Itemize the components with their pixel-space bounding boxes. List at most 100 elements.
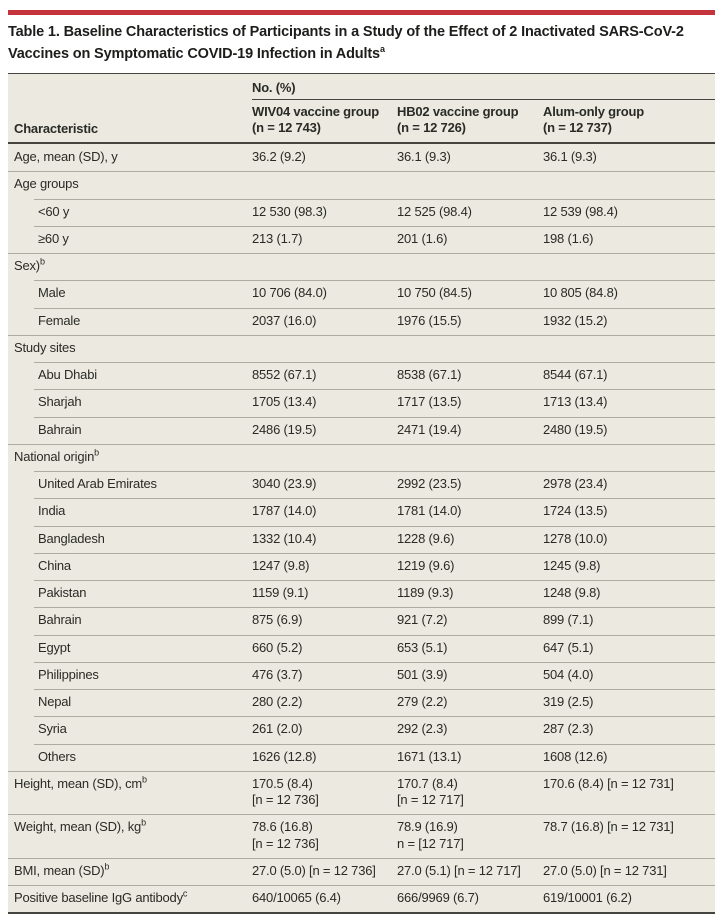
row-label: Sex)b (14, 253, 252, 280)
cell-wiv04-value: 170.5 (8.4) [n = 12 736] (252, 771, 397, 815)
cell-hb02-value (397, 335, 543, 362)
cell-hb02-value: 1219 (9.6) (397, 553, 543, 580)
cell-wiv04-value: 476 (3.7) (252, 662, 397, 689)
table-row: Positive baseline IgG antibodyc 640/1006… (8, 885, 715, 912)
row-label-text: Sharjah (38, 394, 81, 409)
row-label-text: Height, mean (SD), cm (14, 776, 142, 791)
baseline-characteristics-table: Characteristic No. (%) WIV04 vaccine gro… (8, 73, 715, 914)
column-header-characteristic: Characteristic (14, 121, 252, 142)
cell-wiv04-value: 875 (6.9) (252, 607, 397, 634)
table-row: Age, mean (SD), y 36.2 (9.2) 36.1 (9.3) … (8, 144, 715, 171)
cell-wiv04-value (252, 444, 397, 471)
cell-alum-value: 899 (7.1) (543, 607, 715, 634)
hb02-group-label: HB02 vaccine group (397, 104, 518, 119)
table-row: Height, mean (SD), cmb 170.5 (8.4) [n = … (8, 771, 715, 815)
row-label: Syria (14, 716, 252, 743)
row-label-text: China (38, 558, 71, 573)
wiv04-group-n: (n = 12 743) (252, 120, 321, 135)
cell-alum-value: 8544 (67.1) (543, 362, 715, 389)
row-label-text: Age, mean (SD), y (14, 149, 118, 164)
table-row: Weight, mean (SD), kgb 78.6 (16.8) [n = … (8, 814, 715, 858)
cell-hb02-value: 279 (2.2) (397, 689, 543, 716)
table-body: Age, mean (SD), y 36.2 (9.2) 36.1 (9.3) … (8, 144, 715, 912)
table-row: <60 y 12 530 (98.3) 12 525 (98.4) 12 539… (8, 199, 715, 226)
cell-wiv04-value: 1787 (14.0) (252, 498, 397, 525)
row-label-text: Bahrain (38, 612, 81, 627)
cell-hb02-value: 2471 (19.4) (397, 417, 543, 444)
row-label-text: Weight, mean (SD), kg (14, 819, 141, 834)
footnote-marker: b (40, 257, 45, 267)
footnote-marker: b (142, 774, 147, 784)
table-row: United Arab Emirates 3040 (23.9) 2992 (2… (8, 471, 715, 498)
row-label-text: National origin (14, 449, 94, 464)
cell-hb02-value: 170.7 (8.4) [n = 12 717] (397, 771, 543, 815)
row-label-text: Others (38, 749, 76, 764)
alum-group-label: Alum-only group (543, 104, 644, 119)
cell-wiv04-value (252, 253, 397, 280)
cell-hb02-value: 36.1 (9.3) (397, 144, 543, 171)
row-label: Study sites (14, 335, 252, 362)
table-row: Sharjah 1705 (13.4) 1717 (13.5) 1713 (13… (8, 389, 715, 416)
footnote-marker: b (141, 818, 146, 828)
table-row: China 1247 (9.8) 1219 (9.6) 1245 (9.8) (8, 553, 715, 580)
cell-hb02-value: 501 (3.9) (397, 662, 543, 689)
cell-wiv04-value: 27.0 (5.0) [n = 12 736] (252, 858, 397, 885)
column-header-wiv04-group: WIV04 vaccine group(n = 12 743) (252, 100, 397, 143)
alum-group-n: (n = 12 737) (543, 120, 612, 135)
row-label: <60 y (14, 199, 252, 226)
cell-alum-value: 504 (4.0) (543, 662, 715, 689)
cell-hb02-value: 666/9969 (6.7) (397, 885, 543, 912)
hb02-group-n: (n = 12 726) (397, 120, 466, 135)
row-label: Sharjah (14, 389, 252, 416)
cell-hb02-value: 2992 (23.5) (397, 471, 543, 498)
row-label-text: India (38, 503, 65, 518)
table-row: Male 10 706 (84.0) 10 750 (84.5) 10 805 … (8, 280, 715, 307)
cell-alum-value: 287 (2.3) (543, 716, 715, 743)
cell-hb02-value: 1976 (15.5) (397, 308, 543, 335)
table-row: Pakistan 1159 (9.1) 1189 (9.3) 1248 (9.8… (8, 580, 715, 607)
cell-wiv04-value: 8552 (67.1) (252, 362, 397, 389)
cell-alum-value: 2978 (23.4) (543, 471, 715, 498)
cell-hb02-value: 1189 (9.3) (397, 580, 543, 607)
cell-wiv04-value: 261 (2.0) (252, 716, 397, 743)
column-header-alum-group: Alum-only group(n = 12 737) (543, 100, 715, 143)
table-row: Philippines 476 (3.7) 501 (3.9) 504 (4.0… (8, 662, 715, 689)
cell-hb02-value: 1781 (14.0) (397, 498, 543, 525)
cell-hb02-value: 201 (1.6) (397, 226, 543, 253)
section-header-row: Sex)b (8, 253, 715, 280)
table-header: Characteristic No. (%) WIV04 vaccine gro… (8, 74, 715, 145)
cell-hb02-value: 653 (5.1) (397, 635, 543, 662)
column-header-hb02-group: HB02 vaccine group(n = 12 726) (397, 100, 543, 143)
cell-alum-value: 1932 (15.2) (543, 308, 715, 335)
cell-alum-value (543, 444, 715, 471)
cell-alum-value: 2480 (19.5) (543, 417, 715, 444)
table-row: Bahrain 875 (6.9) 921 (7.2) 899 (7.1) (8, 607, 715, 634)
accent-bar (8, 10, 715, 15)
row-label: Age groups (14, 171, 252, 198)
cell-wiv04-value: 36.2 (9.2) (252, 144, 397, 171)
cell-alum-value: 78.7 (16.8) [n = 12 731] (543, 814, 715, 858)
cell-alum-value: 647 (5.1) (543, 635, 715, 662)
table-title-footnote-marker: a (380, 44, 385, 54)
cell-wiv04-value: 213 (1.7) (252, 226, 397, 253)
cell-alum-value: 1278 (10.0) (543, 526, 715, 553)
row-label-text: Abu Dhabi (38, 367, 97, 382)
row-label-text: Philippines (38, 667, 99, 682)
cell-alum-value: 12 539 (98.4) (543, 199, 715, 226)
row-label-text: Positive baseline IgG antibody (14, 890, 183, 905)
cell-hb02-value: 10 750 (84.5) (397, 280, 543, 307)
cell-wiv04-value: 10 706 (84.0) (252, 280, 397, 307)
footnote-marker: b (94, 447, 99, 457)
row-label-text: United Arab Emirates (38, 476, 157, 491)
footnote-marker: b (104, 861, 109, 871)
cell-wiv04-value: 2486 (19.5) (252, 417, 397, 444)
row-label: Age, mean (SD), y (14, 144, 252, 171)
cell-alum-value: 619/10001 (6.2) (543, 885, 715, 912)
cell-wiv04-value: 640/10065 (6.4) (252, 885, 397, 912)
table-row: ≥60 y 213 (1.7) 201 (1.6) 198 (1.6) (8, 226, 715, 253)
table-row: Others 1626 (12.8) 1671 (13.1) 1608 (12.… (8, 744, 715, 771)
cell-wiv04-value: 1332 (10.4) (252, 526, 397, 553)
row-label-text: BMI, mean (SD) (14, 863, 104, 878)
cell-alum-value (543, 253, 715, 280)
row-label: Abu Dhabi (14, 362, 252, 389)
